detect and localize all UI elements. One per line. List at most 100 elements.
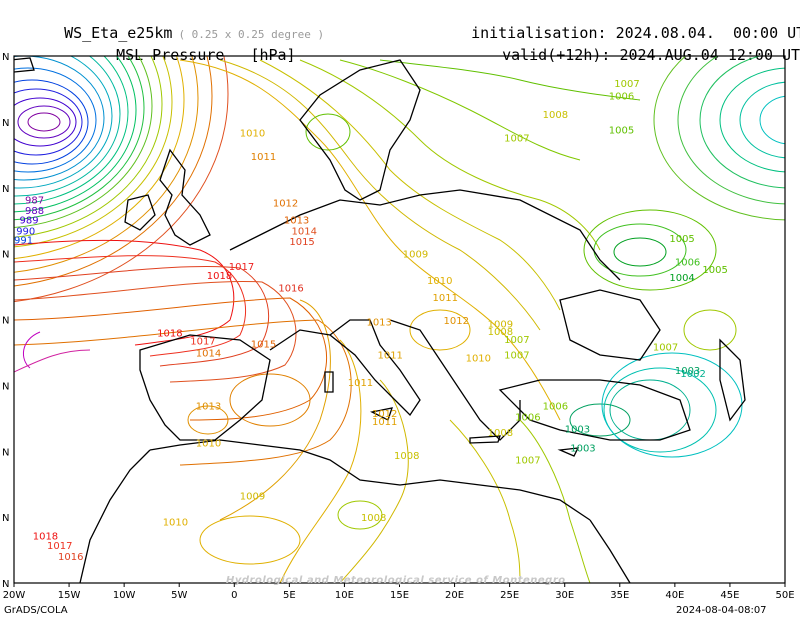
- lon-tick-label: 5W: [171, 590, 187, 601]
- field-unit: [hPa]: [250, 46, 296, 64]
- lon-tick-label: 0: [231, 590, 237, 601]
- isobar-label: 1011: [251, 152, 276, 163]
- coast-red-sea: [589, 519, 631, 583]
- east-low-isobars: [569, 56, 785, 458]
- coast-british-isles: [159, 148, 211, 246]
- lat-tick-label: N: [2, 316, 9, 327]
- isobar-label: 1012: [372, 409, 397, 420]
- isobar-label: 1008: [488, 327, 513, 338]
- isobar-label: 1010: [163, 518, 188, 529]
- init-label: initialisation:: [471, 24, 607, 42]
- isobar-label: 1007: [653, 343, 678, 354]
- lat-tick-label: N: [2, 447, 9, 458]
- coast-italy: [328, 319, 421, 417]
- lon-tick-label: 20W: [3, 590, 26, 601]
- isobar-label: 1012: [444, 316, 469, 327]
- isobar-label: 1007: [504, 350, 529, 361]
- lon-tick-label: 30E: [555, 590, 574, 601]
- isobar-label: 1015: [289, 237, 314, 248]
- coast-iberia: [139, 334, 271, 441]
- isobar-label: 1004: [669, 273, 694, 284]
- credit-watermark: Hydrological and Meteorological service …: [226, 575, 566, 586]
- lon-tick-label: 5E: [283, 590, 296, 601]
- latitude-ticks: N N N N N N N N N: [2, 52, 9, 590]
- isobar-label: 1011: [372, 417, 397, 428]
- lon-tick-label: 40E: [665, 590, 684, 601]
- isobar-label: 1009: [488, 319, 513, 330]
- valid-label: valid(+12h):: [502, 46, 611, 64]
- isobar-label: 1010: [196, 439, 221, 450]
- isobar-label: 1007: [504, 133, 529, 144]
- isobar-label: 1011: [348, 378, 373, 389]
- coast-cyprus: [557, 447, 580, 457]
- coast-balkans: [389, 319, 521, 441]
- isobar-label: 990: [16, 226, 35, 237]
- software-label: GrADS/COLA: [4, 605, 68, 616]
- isobar-label: 1013: [284, 215, 309, 226]
- isobar-label: 1016: [278, 284, 303, 295]
- coast-ireland: [124, 194, 156, 231]
- isobar-label: 1003: [565, 425, 590, 436]
- isobar-label: 991: [14, 236, 33, 247]
- lon-tick-label: 45E: [720, 590, 739, 601]
- isobar-label: 1010: [240, 129, 265, 140]
- coast-iceland: [14, 57, 35, 73]
- isobar-label: 1006: [609, 91, 634, 102]
- isobar-label: 1015: [251, 339, 276, 350]
- lat-tick-label: N: [2, 118, 9, 129]
- coast-caspian: [719, 338, 746, 422]
- isobar-label: 1008: [361, 513, 386, 524]
- coast-black-sea: [559, 289, 661, 361]
- coast-baltic-europe: [229, 189, 621, 281]
- isobar-label: 1014: [196, 349, 221, 360]
- lat-tick-label: N: [2, 381, 9, 392]
- coast-west-africa: [79, 449, 151, 583]
- isobar-label: 1008: [394, 451, 419, 462]
- field-title: MSL Pressure [hPa]: [98, 28, 296, 64]
- isobar-label: 1007: [504, 335, 529, 346]
- isobar-label: 1008: [488, 428, 513, 439]
- coast-north-africa: [149, 439, 591, 521]
- lon-tick-label: 35E: [610, 590, 629, 601]
- isobar-label: 1009: [403, 250, 428, 261]
- isobar-label: 1006: [515, 412, 540, 423]
- longitude-ticks: 20W 15W 10W 5W 0 5E 10E 15E 20E 25E 30E 35E 40E 45E 50…: [3, 583, 795, 601]
- azores-high-isobars: [14, 239, 352, 466]
- lon-tick-label: 10E: [335, 590, 354, 601]
- isobar-label: 1003: [675, 366, 700, 377]
- isobar-label: 1014: [292, 226, 317, 237]
- isobar-label: 1011: [377, 350, 402, 361]
- isobar-label: 1017: [190, 336, 215, 347]
- isobar-label: 1007: [515, 456, 540, 467]
- isobar-label: 1018: [33, 532, 58, 543]
- isobar-label: 1018: [157, 329, 182, 340]
- init-time: initialisation: 2024.08.04. 00:00 UTC: [453, 6, 800, 42]
- field-name: MSL Pressure: [116, 46, 225, 64]
- isobar-field: [14, 56, 785, 583]
- isobar-label: 1016: [58, 552, 83, 563]
- lat-tick-label: N: [2, 513, 9, 524]
- model-title: WS_Eta_e25km ( 0.25 x 0.25 degree ): [46, 6, 324, 42]
- isobar-label: 1013: [366, 318, 391, 329]
- isobar-label: 1009: [240, 491, 265, 502]
- isobar-label: 1002: [680, 369, 705, 380]
- isobar-label: 1010: [427, 276, 452, 287]
- lon-tick-label: 10W: [113, 590, 136, 601]
- isobar-label: 1003: [570, 443, 595, 454]
- lon-tick-label: 15W: [58, 590, 81, 601]
- europe-isobars: [179, 59, 641, 583]
- resolution-note: ( 0.25 x 0.25 degree ): [178, 28, 325, 41]
- valid-value: 2024.AUG.04 12:00 UTC: [619, 46, 800, 64]
- lon-tick-label: 15E: [390, 590, 409, 601]
- isobar-label: 1006: [543, 401, 568, 412]
- isobar-label: 1013: [196, 401, 221, 412]
- coast-france-med: [269, 329, 331, 351]
- coast-crete: [469, 435, 501, 444]
- isobar-label: 1007: [614, 79, 639, 90]
- lon-tick-label: 25E: [500, 590, 519, 601]
- isobar-label: 1017: [47, 541, 72, 552]
- coastlines: [14, 57, 746, 583]
- timestamp-label: 2024-08-04-08:07: [676, 605, 767, 616]
- isobar-label: 1010: [466, 353, 491, 364]
